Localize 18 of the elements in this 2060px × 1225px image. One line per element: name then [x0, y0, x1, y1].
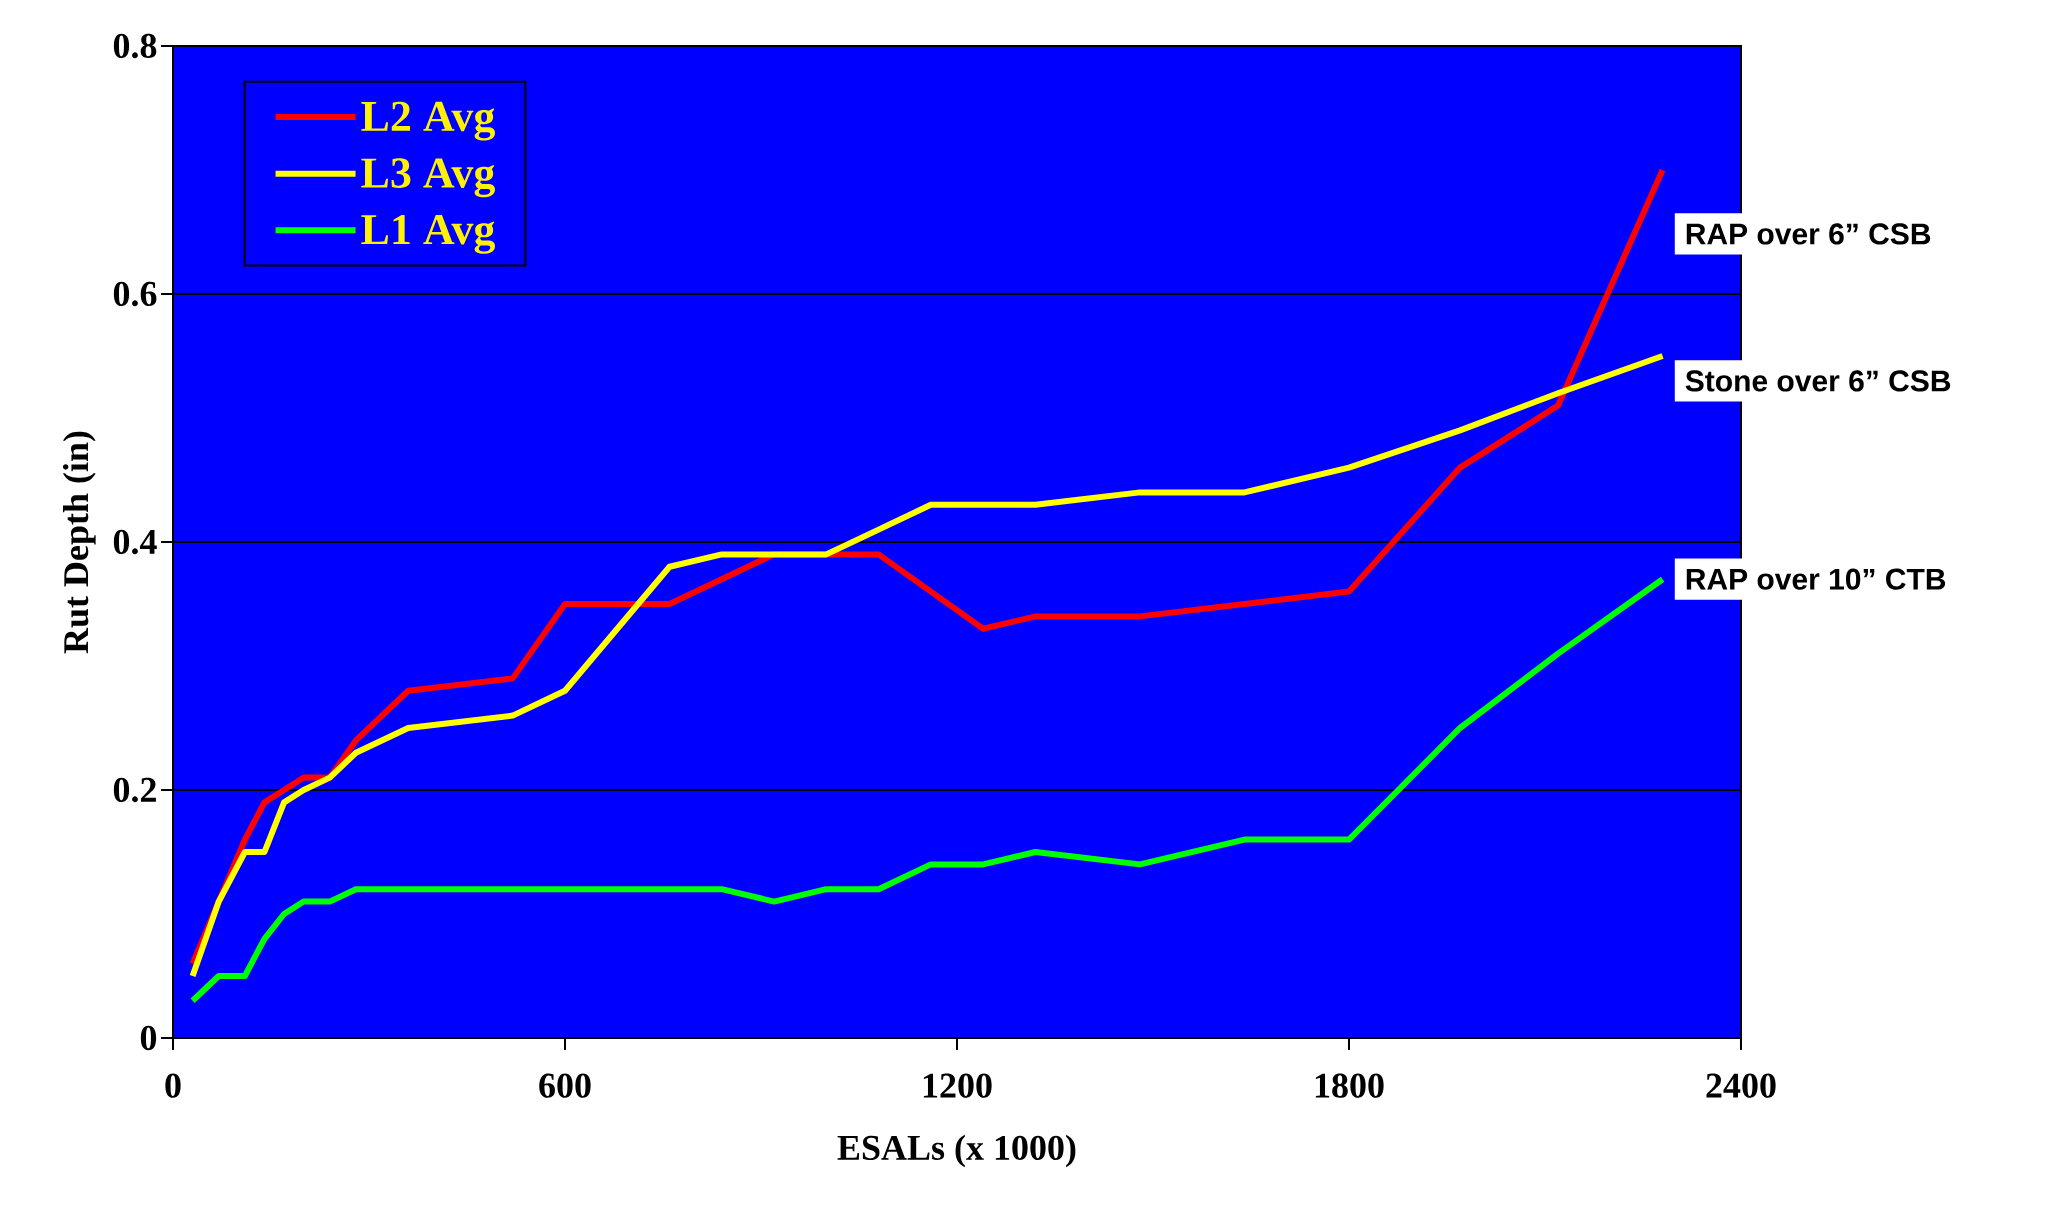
x-tick-label: 1800	[1315, 1073, 1384, 1098]
x-tick-label: 1200	[923, 1073, 992, 1098]
annotation: Stone over 6” CSB	[1685, 370, 1951, 392]
legend-label: L2 Avg	[361, 101, 495, 141]
legend-label: L3 Avg	[361, 158, 495, 198]
y-axis-title: Rut Depth (in)	[62, 431, 96, 654]
y-tick-label: 0.8	[113, 33, 157, 59]
x-tick-label: 600	[539, 1073, 591, 1098]
legend-label: L1 Avg	[361, 214, 495, 254]
y-tick-label: 0.4	[113, 529, 157, 555]
x-axis-title: ESALs (x 1000)	[837, 1134, 1076, 1168]
y-tick-label: 0.6	[113, 281, 157, 307]
y-tick-label: 0	[140, 1025, 157, 1051]
annotation: RAP over 6” CSB	[1686, 223, 1931, 245]
x-tick-label: 0	[165, 1073, 181, 1098]
y-tick-label: 0.2	[113, 777, 156, 803]
x-tick-label: 2400	[1706, 1073, 1776, 1098]
annotation: RAP over 10” CTB	[1686, 568, 1946, 590]
